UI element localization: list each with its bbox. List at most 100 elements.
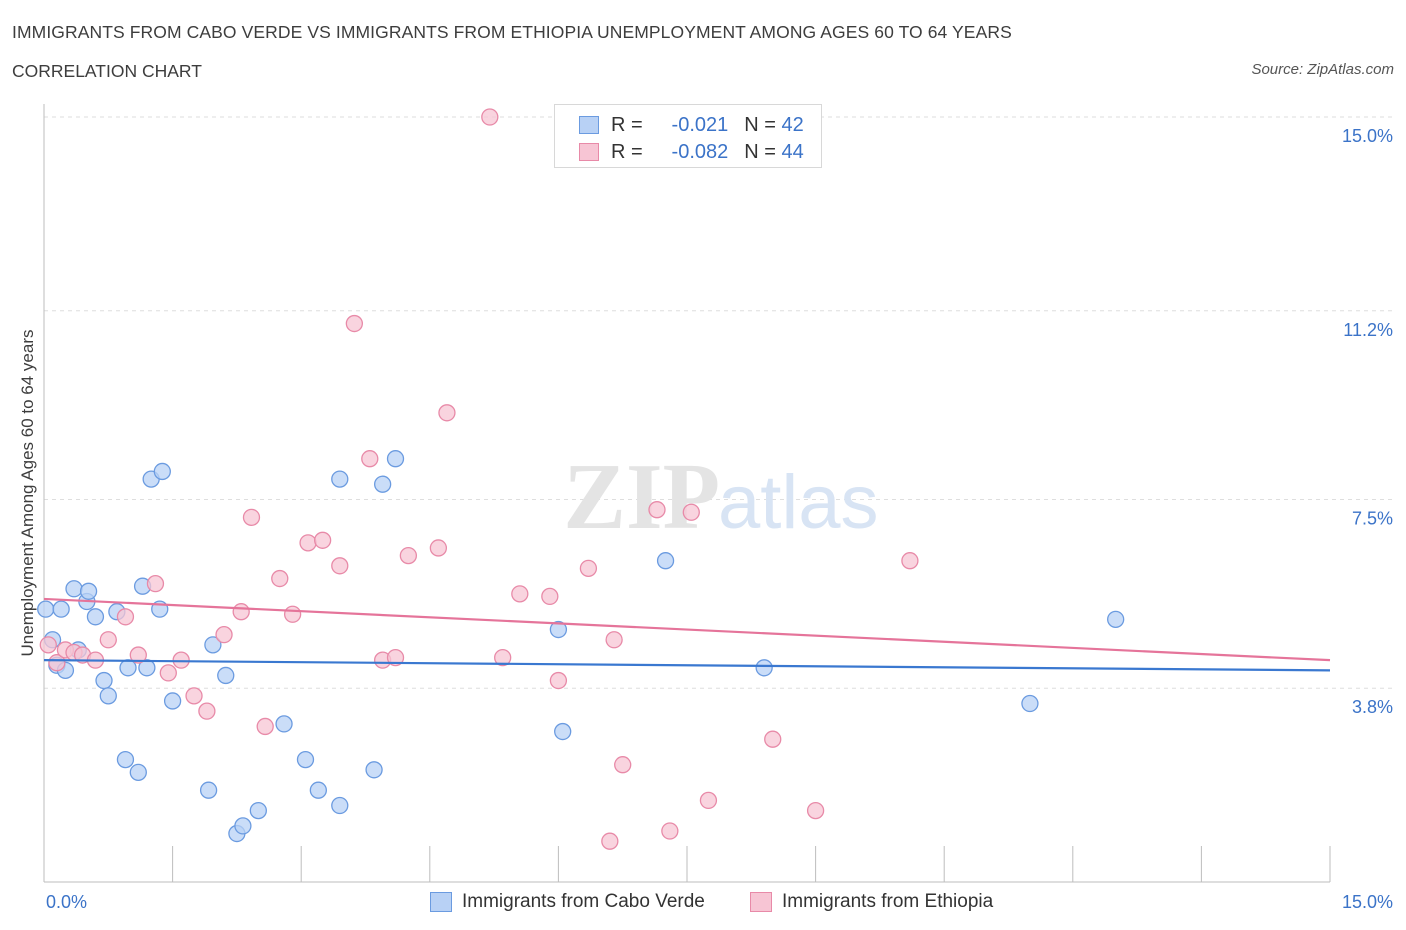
- data-point-cabo-verde: [331, 470, 349, 488]
- legend-n-value: 42: [781, 113, 804, 136]
- data-point-ethiopia: [116, 608, 135, 626]
- chart-title: IMMIGRANTS FROM CABO VERDE VS IMMIGRANTS…: [12, 22, 1012, 42]
- grid-lines: [44, 116, 1392, 689]
- data-point-ethiopia: [331, 557, 349, 575]
- legend-swatch-pink: [579, 143, 599, 161]
- bottom-legend-swatch-blue: [430, 892, 452, 912]
- watermark-atlas: atlas: [718, 460, 879, 545]
- data-point-ethiopia: [511, 585, 529, 603]
- legend-n-value: 44: [781, 140, 804, 163]
- data-point-cabo-verde: [249, 801, 267, 820]
- data-point-ethiopia: [48, 654, 66, 672]
- data-point-ethiopia: [271, 569, 289, 588]
- data-point-ethiopia: [605, 631, 623, 649]
- data-point-cabo-verde: [65, 580, 83, 598]
- data-point-ethiopia: [198, 702, 216, 720]
- data-point-ethiopia: [764, 730, 782, 748]
- data-point-ethiopia: [614, 756, 632, 774]
- data-point-cabo-verde: [554, 722, 572, 741]
- data-point-cabo-verde: [275, 715, 293, 733]
- data-point-cabo-verde: [138, 659, 156, 677]
- data-point-ethiopia: [215, 626, 233, 644]
- data-point-cabo-verde: [234, 817, 252, 835]
- bottom-legend-ethiopia: Immigrants from Ethiopia: [750, 889, 993, 915]
- data-point-cabo-verde: [204, 636, 222, 654]
- legend-r-label: R =: [611, 113, 643, 136]
- data-point-ethiopia: [601, 832, 619, 850]
- data-point-cabo-verde: [373, 475, 392, 493]
- data-point-ethiopia: [438, 404, 456, 422]
- data-point-cabo-verde: [163, 692, 182, 710]
- data-point-ethiopia: [901, 552, 919, 570]
- chart-subtitle: CORRELATION CHART: [12, 61, 202, 81]
- data-point-cabo-verde: [549, 620, 568, 639]
- data-point-ethiopia: [429, 539, 448, 557]
- data-point-ethiopia: [481, 108, 499, 126]
- legend-r-label: R =: [611, 140, 643, 163]
- data-point-ethiopia: [541, 587, 559, 606]
- data-point-cabo-verde: [296, 750, 315, 769]
- legend-n-label: N =: [744, 140, 776, 163]
- data-point-cabo-verde: [199, 781, 218, 799]
- data-point-cabo-verde: [99, 687, 117, 705]
- x-tick-label-max: 15.0%: [1342, 892, 1393, 912]
- data-point-cabo-verde: [129, 763, 147, 781]
- correlation-legend: R = -0.021 N = 42 R = -0.082 N = 44: [554, 104, 822, 168]
- data-point-cabo-verde: [386, 450, 405, 468]
- trend-line-ethiopia: [43, 597, 1331, 662]
- data-point-cabo-verde: [116, 750, 135, 769]
- data-point-cabo-verde: [86, 608, 105, 626]
- data-point-ethiopia: [146, 575, 165, 593]
- legend-r-value: -0.021: [671, 113, 729, 136]
- data-point-cabo-verde: [153, 462, 171, 481]
- data-point-ethiopia: [39, 636, 57, 654]
- data-point-cabo-verde: [755, 659, 773, 677]
- legend-r-value: -0.082: [671, 140, 729, 163]
- data-point-ethiopia: [361, 450, 379, 468]
- data-point-ethiopia: [299, 534, 317, 552]
- series-cabo-verde-points: [37, 450, 1125, 843]
- y-tick-labels: 3.8% 7.5% 11.2% 15.0%: [1342, 126, 1393, 717]
- data-point-cabo-verde: [1021, 694, 1039, 713]
- y-tick-label: 15.0%: [1342, 126, 1393, 146]
- data-point-ethiopia: [185, 687, 203, 705]
- legend-row-cabo-verde: R = -0.021 N = 42: [579, 113, 804, 137]
- trend-line-cabo-verde: [43, 659, 1331, 672]
- bottom-legend-swatch-pink: [750, 892, 772, 912]
- data-point-ethiopia: [549, 671, 568, 690]
- y-tick-label: 11.2%: [1343, 320, 1393, 340]
- y-tick-label: 7.5%: [1352, 509, 1393, 529]
- data-point-ethiopia: [494, 648, 512, 667]
- data-point-ethiopia: [699, 791, 718, 810]
- source-label: Source: ZipAtlas.com: [1251, 61, 1394, 78]
- data-point-ethiopia: [806, 801, 825, 820]
- data-point-cabo-verde: [95, 671, 113, 690]
- legend-row-ethiopia: R = -0.082 N = 44: [579, 140, 804, 164]
- data-point-ethiopia: [399, 546, 418, 565]
- legend-swatch-blue: [579, 116, 599, 134]
- data-point-cabo-verde: [79, 582, 98, 600]
- y-tick-label: 3.8%: [1352, 697, 1393, 717]
- data-point-ethiopia: [648, 501, 666, 519]
- data-point-cabo-verde: [37, 600, 55, 618]
- bottom-legend-cabo-verde: Immigrants from Cabo Verde: [430, 889, 705, 915]
- series-ethiopia-points: [39, 108, 919, 850]
- data-point-ethiopia: [345, 314, 364, 333]
- data-point-cabo-verde: [331, 796, 349, 815]
- data-point-cabo-verde: [309, 781, 327, 799]
- bottom-legend-label: Immigrants from Cabo Verde: [462, 891, 705, 912]
- watermark-zip: ZIP: [563, 445, 720, 549]
- data-point-ethiopia: [682, 503, 700, 521]
- data-point-ethiopia: [313, 531, 332, 549]
- bottom-legend-label: Immigrants from Ethiopia: [782, 891, 994, 912]
- data-point-ethiopia: [386, 648, 405, 667]
- data-point-ethiopia: [579, 559, 598, 577]
- data-point-ethiopia: [283, 605, 302, 623]
- data-point-cabo-verde: [365, 761, 383, 779]
- data-point-cabo-verde: [52, 600, 70, 618]
- data-point-cabo-verde: [217, 666, 235, 685]
- data-point-ethiopia: [159, 664, 177, 682]
- data-point-ethiopia: [99, 631, 117, 649]
- data-point-ethiopia: [129, 646, 147, 664]
